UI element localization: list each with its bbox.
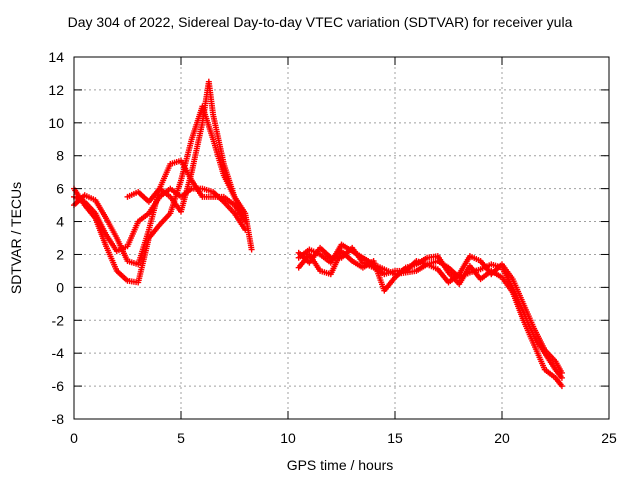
data-points xyxy=(71,78,565,390)
y-tick-label: 6 xyxy=(56,181,64,197)
x-tick-label: 20 xyxy=(494,430,510,446)
y-tick-label: -6 xyxy=(52,378,65,394)
x-tick-label: 0 xyxy=(70,430,78,446)
plot-frame xyxy=(73,56,610,420)
x-tick-label: 5 xyxy=(177,430,185,446)
y-tick-label: 12 xyxy=(48,82,64,98)
chart-title: Day 304 of 2022, Sidereal Day-to-day VTE… xyxy=(67,14,573,30)
y-tick-label: -8 xyxy=(52,411,65,427)
data-point xyxy=(558,383,565,390)
y-tick-label: 14 xyxy=(48,49,64,65)
x-tick-label: 25 xyxy=(601,430,617,446)
data-point xyxy=(558,369,565,376)
y-tick-label: 10 xyxy=(48,115,64,131)
grid xyxy=(74,57,609,419)
y-tick-label: 0 xyxy=(56,279,64,295)
y-axis-label: SDTVAR / TECUs xyxy=(8,181,24,295)
y-tick-label: 4 xyxy=(56,214,64,230)
x-tick-label: 15 xyxy=(387,430,403,446)
x-axis-label: GPS time / hours xyxy=(286,457,394,473)
x-tick-label: 10 xyxy=(280,430,296,446)
data-point xyxy=(248,246,255,253)
data-point xyxy=(242,218,249,225)
axis-ticks xyxy=(73,56,610,420)
y-tick-label: 8 xyxy=(56,148,64,164)
y-tick-label: -2 xyxy=(52,312,65,328)
y-tick-label: 2 xyxy=(56,246,64,262)
tick-labels: 0 5 10 15 20 25 -8 -6 -4 -2 0 2 4 6 8 10 12 14 xyxy=(48,49,617,446)
y-tick-label: -4 xyxy=(52,345,65,361)
